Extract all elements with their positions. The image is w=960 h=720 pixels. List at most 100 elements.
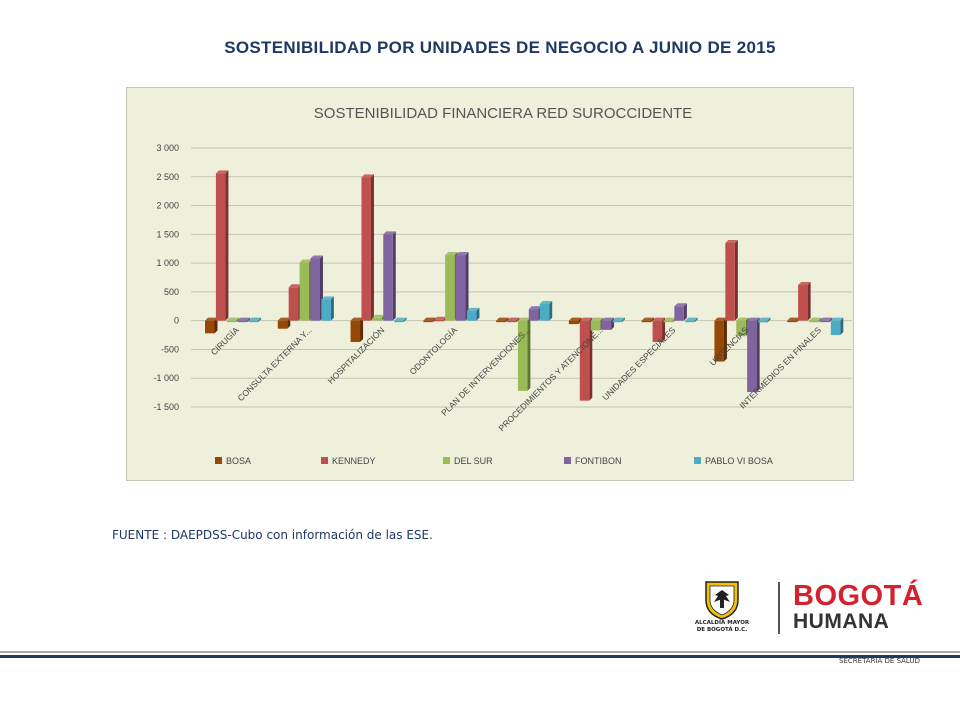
bar-side: [818, 317, 822, 323]
bar-side: [516, 317, 520, 323]
logo-block: ALCALDÍA MAYOR DE BOGOTÁ D.C. BOGOTÁ HUM…: [680, 578, 930, 638]
bar: [601, 320, 612, 330]
chart-area: SOSTENIBILIDAD FINANCIERA RED SUROCCIDEN…: [126, 87, 854, 481]
bar-top: [539, 300, 553, 304]
bar-side: [807, 281, 811, 321]
legend-label: BOSA: [226, 456, 251, 466]
bar-top: [517, 317, 531, 321]
bar-side: [589, 317, 593, 401]
bar: [736, 320, 746, 337]
bar: [528, 309, 539, 321]
chart-title: SOSTENIBILIDAD FINANCIERA RED SUROCCIDEN…: [314, 105, 692, 122]
bar: [288, 287, 299, 321]
bar: [641, 320, 652, 323]
bar: [383, 234, 393, 321]
bar-top: [423, 317, 436, 321]
bar-top: [277, 317, 291, 321]
bar-side: [465, 252, 469, 321]
bar: [299, 262, 310, 321]
y-tick-label: 1 500: [156, 229, 179, 239]
bar: [321, 299, 331, 321]
x-category-label: ODONTOLOGÍA: [407, 325, 459, 377]
bar: [568, 320, 579, 325]
bar: [456, 255, 466, 321]
legend-swatch: [564, 457, 571, 464]
bar-top: [226, 317, 240, 321]
page-title: SOSTENIBILIDAD POR UNIDADES DE NEGOCIO A…: [224, 38, 776, 57]
footer-label: SECRETARÍA DE SALUD: [839, 657, 920, 665]
legend-swatch: [694, 457, 701, 464]
bar-top: [237, 317, 251, 321]
bar: [205, 320, 215, 334]
bar-top: [321, 296, 334, 300]
bar-chart: SOSTENIBILIDAD FINANCIERA RED SUROCCIDEN…: [153, 105, 852, 466]
bar: [809, 320, 819, 323]
bar-side: [505, 317, 509, 323]
bar: [819, 320, 830, 323]
bar-top: [787, 317, 800, 321]
bar: [663, 320, 673, 323]
y-tick-label: -1 500: [153, 402, 179, 412]
bar-side: [549, 300, 553, 321]
bar: [350, 320, 361, 342]
bar-side: [840, 317, 844, 336]
legend-label: DEL SUR: [454, 456, 493, 466]
bar-side: [330, 296, 334, 321]
bar: [725, 242, 735, 321]
bar-side: [403, 317, 407, 323]
bar-side: [662, 317, 666, 342]
bar-top: [579, 317, 593, 321]
legend-label: PABLO VI BOSA: [705, 456, 773, 466]
y-tick-label: 1 000: [156, 258, 179, 268]
y-tick-label: 500: [164, 287, 179, 297]
bar: [394, 320, 404, 323]
bar-top: [663, 317, 676, 321]
bar: [248, 320, 259, 323]
bar-top: [830, 317, 844, 321]
bar-side: [476, 307, 480, 321]
bar: [215, 173, 226, 321]
bar: [434, 319, 444, 322]
legend-label: KENNEDY: [332, 456, 376, 466]
bar-top: [215, 170, 229, 174]
bar-top: [819, 317, 833, 321]
bar: [445, 255, 455, 321]
bar-top: [496, 317, 509, 321]
bar-side: [247, 317, 251, 323]
bar: [539, 303, 550, 321]
bar-top: [361, 174, 374, 178]
bar: [652, 320, 663, 342]
bar-top: [248, 317, 262, 321]
alcaldia-label: ALCALDÍA MAYOR DE BOGOTÁ D.C.: [694, 620, 750, 633]
bar-top: [299, 259, 313, 263]
bar-top: [725, 239, 738, 243]
humana-wordmark: HUMANA: [793, 610, 890, 633]
bar-side: [214, 317, 218, 334]
bar: [423, 320, 433, 323]
bar-top: [528, 306, 542, 310]
bar: [830, 320, 841, 336]
bar: [674, 306, 684, 321]
bar: [612, 320, 622, 323]
footer-bar: [0, 655, 960, 658]
bar-side: [683, 303, 687, 321]
bar-side: [694, 317, 698, 323]
x-category-label: CONSULTA EXTERNA Y...: [235, 325, 313, 403]
bar: [372, 317, 382, 321]
bar-top: [507, 317, 520, 321]
bar-side: [236, 317, 240, 323]
bar: [758, 320, 768, 323]
bar: [496, 320, 506, 323]
x-category-label: UNIDADES ESPECIALES: [600, 325, 677, 402]
bar-top: [747, 317, 760, 321]
bar-top: [758, 317, 771, 321]
footer-divider: [0, 651, 960, 653]
legend-swatch: [321, 457, 328, 464]
bar-side: [258, 317, 262, 323]
y-tick-label: -1 000: [153, 373, 179, 383]
y-tick-label: 0: [174, 316, 179, 326]
y-tick-label: 2 500: [156, 172, 179, 182]
bar: [714, 320, 724, 362]
y-tick-label: 3 000: [156, 143, 179, 153]
bar-top: [714, 317, 727, 321]
